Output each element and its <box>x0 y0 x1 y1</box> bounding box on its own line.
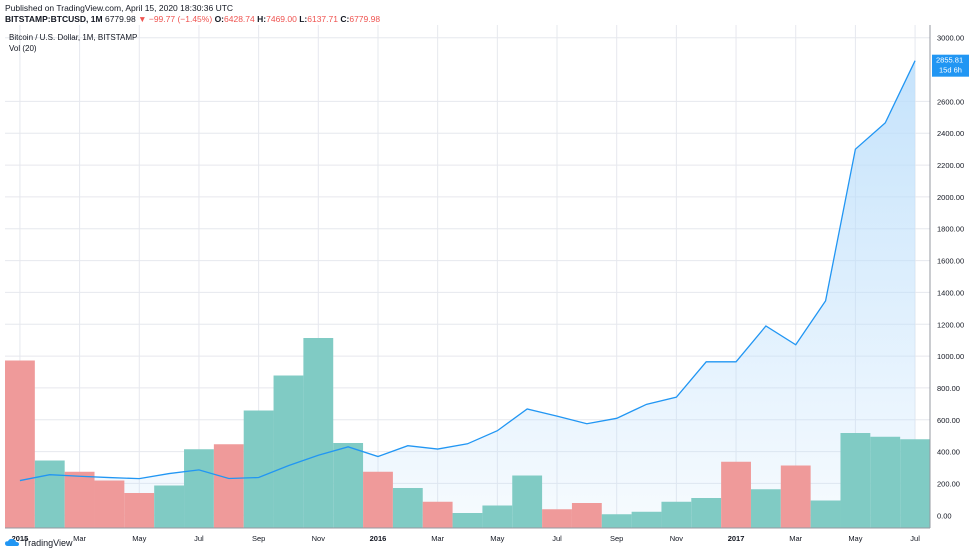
x-tick-label: 2015 <box>12 534 29 543</box>
footer-brand-text: TradingView <box>23 538 73 548</box>
y-tick-label: 600.00 <box>937 416 960 425</box>
series-legend: Bitcoin / U.S. Dollar, 1M, BITSTAMP <box>9 33 138 42</box>
volume-bar <box>571 503 602 528</box>
price-label-countdown: 15d 6h <box>939 66 962 75</box>
y-tick-label: 2000.00 <box>937 193 964 202</box>
x-tick-label: Sep <box>252 534 265 543</box>
volume-bar <box>452 513 483 528</box>
x-tick-label: Mar <box>789 534 802 543</box>
x-tick-label: 2017 <box>728 534 745 543</box>
volume-bar <box>94 480 125 528</box>
volume-bar <box>780 465 811 528</box>
y-tick-label: 1000.00 <box>937 352 964 361</box>
volume-bar <box>810 500 841 528</box>
close-value: 6779.98 <box>349 14 381 24</box>
tradingview-logo-icon <box>5 538 19 546</box>
area-fill <box>19 60 916 528</box>
high-value: 7469.00 <box>266 14 297 24</box>
symbol-quote-line: BITSTAMP:BTCUSD, 1M 6779.98 ▼ −99.77 (−1… <box>5 14 380 24</box>
y-tick-label: 200.00 <box>937 479 960 488</box>
x-tick-label: Jul <box>910 534 920 543</box>
y-tick-label: 1800.00 <box>937 225 964 234</box>
volume-bar <box>154 485 185 528</box>
price-label-box <box>932 54 969 77</box>
volume-bar <box>721 461 751 528</box>
volume-bar <box>661 501 692 528</box>
y-tick-label: 2600.00 <box>937 97 964 106</box>
volume-bar <box>5 360 35 528</box>
y-axis[interactable]: 0.00 200.00 400.00 600.00 800.00 1000.00 1200.… <box>937 34 964 521</box>
close-label: C: <box>340 14 350 24</box>
volume-bar <box>601 514 632 528</box>
x-tick-label: Mar <box>431 534 444 543</box>
volume-bar <box>363 471 393 528</box>
symbol-name: BITSTAMP:BTCUSD, 1M <box>5 14 103 24</box>
price-line <box>19 60 916 482</box>
volume-bar <box>422 501 453 528</box>
volume-bars <box>5 338 930 528</box>
published-info: Published on TradingView.com, April 15, … <box>5 3 234 13</box>
volume-bar <box>691 498 722 528</box>
axes <box>5 25 931 529</box>
volume-bar <box>840 433 871 528</box>
y-tick-label: 1600.00 <box>937 257 964 266</box>
x-tick-label: May <box>490 534 504 543</box>
low-label: L: <box>299 14 308 24</box>
x-tick-label: 2016 <box>370 534 387 543</box>
x-tick-label: Nov <box>670 534 684 543</box>
price-area <box>19 60 916 528</box>
x-tick-label: Jul <box>194 534 204 543</box>
y-tick-label: 3000.00 <box>937 34 964 43</box>
y-tick-label: 1400.00 <box>937 288 964 297</box>
x-tick-label: Nov <box>312 534 326 543</box>
volume-bar <box>273 375 304 528</box>
y-tick-label: 400.00 <box>937 448 960 457</box>
y-tick-label: 2200.00 <box>937 161 964 170</box>
volume-legend: Vol (20) <box>9 44 37 53</box>
y-tick-label: 800.00 <box>937 384 960 393</box>
volume-bar <box>392 488 423 528</box>
volume-bar <box>303 338 334 528</box>
volume-bar <box>34 460 65 528</box>
volume-bar <box>900 439 930 528</box>
open-label: O: <box>214 14 225 24</box>
x-tick-label: May <box>848 534 862 543</box>
x-tick-label: May <box>132 534 146 543</box>
volume-bar <box>243 410 274 528</box>
volume-bar <box>333 443 364 528</box>
volume-bar <box>750 489 781 528</box>
x-axis[interactable]: 2015 Mar May Jul Sep Nov 2016 Mar May Jul Sep Nov 20… <box>12 534 921 543</box>
volume-bar <box>184 449 214 528</box>
price-change: ▼ −99.77 (−1.45%) <box>138 14 213 24</box>
x-tick-label: Sep <box>610 534 623 543</box>
high-label: H: <box>257 14 267 24</box>
volume-bar <box>542 509 572 528</box>
volume-bar <box>124 493 155 528</box>
volume-bar <box>870 436 901 528</box>
x-tick-label: Mar <box>73 534 86 543</box>
y-tick-label: 1200.00 <box>937 320 964 329</box>
volume-bar <box>213 444 244 528</box>
price-label-value: 2855.81 <box>936 56 963 65</box>
y-tick-label: 0.00 <box>937 511 952 520</box>
volume-bar <box>482 505 513 528</box>
low-value: 6137.71 <box>307 14 338 24</box>
x-tick-label: Jul <box>552 534 562 543</box>
volume-bar <box>631 511 662 528</box>
open-value: 6428.74 <box>224 14 255 24</box>
y-tick-label: 2400.00 <box>937 129 964 138</box>
last-price: 6779.98 <box>104 14 136 24</box>
volume-bar <box>512 475 543 528</box>
footer-brand[interactable]: TradingView <box>4 538 73 548</box>
volume-bar <box>64 471 95 528</box>
